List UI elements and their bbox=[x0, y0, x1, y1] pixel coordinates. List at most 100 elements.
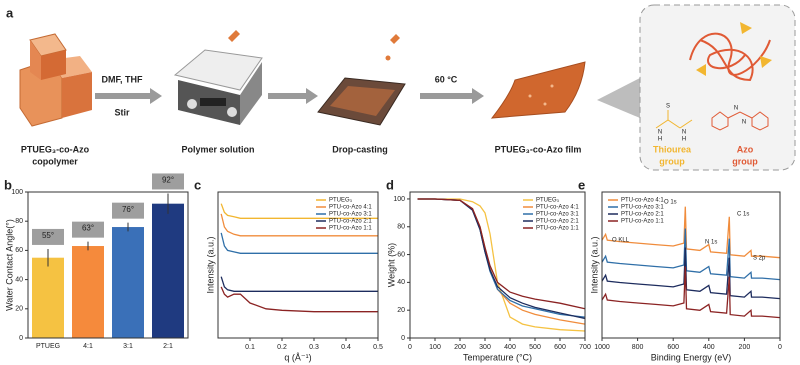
legend-label: PTU-co-Azo 2:1 bbox=[536, 219, 579, 225]
copolymer-cubes bbox=[19, 33, 92, 127]
scheme: a DMF, THF Stir 60 °C bbox=[6, 4, 796, 171]
atom-label: S bbox=[666, 104, 670, 110]
peak-label: O 1s bbox=[664, 200, 677, 206]
x-tick-label: 0.1 bbox=[245, 344, 255, 351]
y-axis-title: Intensity (a.u.) bbox=[205, 236, 215, 293]
plot-frame bbox=[601, 191, 781, 339]
y-tick-label: 40 bbox=[15, 276, 23, 283]
y-tick-label: 20 bbox=[15, 306, 23, 313]
value-label: 76° bbox=[122, 205, 134, 214]
x-tick-label: 0.2 bbox=[277, 344, 287, 351]
droplet-image bbox=[72, 221, 104, 238]
value-label: 92° bbox=[162, 176, 174, 185]
x-tick-label: 600 bbox=[667, 344, 679, 351]
panel-label: d bbox=[386, 177, 394, 192]
bar bbox=[32, 257, 64, 338]
x-tick-label: 2:1 bbox=[163, 343, 173, 350]
series-line bbox=[601, 206, 781, 259]
plot-frame bbox=[409, 191, 586, 339]
plot-frame bbox=[217, 191, 379, 339]
peak-label: O KLL bbox=[612, 238, 630, 244]
y-tick-label: 100 bbox=[11, 189, 23, 196]
series-line bbox=[601, 247, 781, 300]
atom-label: N bbox=[734, 106, 738, 112]
y-tick-label: 100 bbox=[393, 196, 405, 203]
thiourea-label: Thiourea bbox=[653, 144, 692, 154]
series-line bbox=[220, 286, 378, 313]
y-tick-label: 80 bbox=[397, 224, 405, 231]
x-tick-label: 100 bbox=[429, 344, 441, 351]
series-line bbox=[220, 232, 378, 254]
azo-label: group bbox=[732, 156, 758, 166]
series-line bbox=[601, 228, 781, 281]
legend-label: PTU-co-Azo 1:1 bbox=[536, 226, 579, 232]
x-tick-label: 1000 bbox=[594, 344, 610, 351]
bar bbox=[152, 203, 184, 338]
x-tick-label: 200 bbox=[454, 344, 466, 351]
value-label: 63° bbox=[82, 224, 94, 233]
x-tick-label: 200 bbox=[739, 344, 751, 351]
x-tick-label: 0 bbox=[778, 344, 782, 351]
plot-frame bbox=[27, 191, 189, 339]
y-tick-label: 60 bbox=[397, 251, 405, 258]
temperature-label: 60 °C bbox=[435, 74, 458, 84]
x-tick-label: 800 bbox=[632, 344, 644, 351]
peak-label: S 2p bbox=[753, 256, 766, 262]
x-tick-label: 0.4 bbox=[341, 344, 351, 351]
film bbox=[490, 61, 586, 119]
y-tick-label: 0 bbox=[401, 335, 405, 342]
thiourea-structure bbox=[655, 110, 693, 129]
y-axis-title: Water Contact Angle(°) bbox=[4, 219, 14, 311]
droplet-image bbox=[152, 173, 184, 190]
peak-label: N 1s bbox=[705, 240, 717, 246]
solvent-label: DMF, THF bbox=[102, 74, 143, 84]
droplet-image bbox=[112, 202, 144, 219]
series-line bbox=[417, 198, 586, 310]
droplet-image bbox=[32, 228, 64, 245]
x-tick-label: 500 bbox=[529, 344, 541, 351]
bar bbox=[112, 227, 144, 338]
legend-label: PTU-co-Azo 1:1 bbox=[329, 226, 372, 232]
azo-structure bbox=[711, 111, 769, 131]
series-line bbox=[220, 203, 378, 219]
panel-label: b bbox=[4, 177, 12, 192]
hot-plate bbox=[173, 30, 263, 125]
y-tick-label: 40 bbox=[397, 279, 405, 286]
legend-label: PTU-co-Azo 2:1 bbox=[621, 212, 664, 218]
x-tick-label: 600 bbox=[554, 344, 566, 351]
legend-label: PTU-co-Azo 4:1 bbox=[536, 205, 579, 211]
casting-label: Drop-casting bbox=[332, 144, 388, 154]
y-tick-label: 80 bbox=[15, 218, 23, 225]
legend-label: PTU-co-Azo 3:1 bbox=[536, 212, 579, 218]
copolymer-label: PTUEG₃-co-Azo bbox=[21, 144, 90, 154]
atom-label: H bbox=[658, 137, 662, 143]
y-tick-label: 0 bbox=[19, 335, 23, 342]
legend-label: PTU-co-Azo 3:1 bbox=[329, 212, 372, 218]
legend-label: PTU-co-Azo 2:1 bbox=[329, 219, 372, 225]
panel-label: a bbox=[6, 5, 14, 20]
atom-label: N bbox=[682, 130, 686, 136]
x-tick-label: 300 bbox=[479, 344, 491, 351]
y-axis-title: Weight (%) bbox=[386, 243, 396, 287]
value-label: 55° bbox=[42, 231, 54, 240]
copolymer-label: copolymer bbox=[32, 156, 78, 166]
stir-label: Stir bbox=[114, 107, 130, 117]
series-line bbox=[220, 276, 378, 292]
x-tick-label: PTUEG bbox=[36, 343, 60, 350]
atom-label: H bbox=[682, 137, 686, 143]
x-tick-label: 400 bbox=[703, 344, 715, 351]
series-line bbox=[220, 213, 378, 237]
x-tick-label: 700 bbox=[579, 344, 591, 351]
peak-label: C 1s bbox=[737, 212, 749, 218]
series-line bbox=[601, 266, 781, 319]
x-axis-title: Binding Energy (eV) bbox=[651, 352, 732, 362]
legend-label: PTU-co-Azo 4:1 bbox=[329, 205, 372, 211]
arrows bbox=[95, 78, 640, 118]
legend-label: PTU-co-Azo 3:1 bbox=[621, 205, 664, 211]
atom-label: N bbox=[658, 130, 662, 136]
polymer-coil bbox=[689, 32, 771, 82]
series-line bbox=[417, 198, 586, 332]
solution-label: Polymer solution bbox=[181, 144, 254, 154]
atom-label: N bbox=[742, 120, 746, 126]
